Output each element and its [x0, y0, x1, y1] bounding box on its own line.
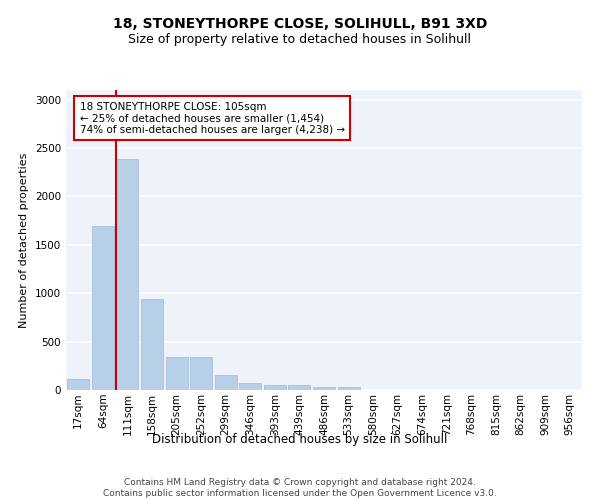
Text: Distribution of detached houses by size in Solihull: Distribution of detached houses by size …: [152, 432, 448, 446]
Bar: [313, 387, 335, 390]
Bar: [264, 384, 286, 390]
Bar: [190, 356, 212, 390]
Bar: [92, 226, 114, 390]
Bar: [338, 387, 359, 390]
Bar: [239, 382, 262, 390]
Text: Size of property relative to detached houses in Solihull: Size of property relative to detached ho…: [128, 32, 472, 46]
Text: 18, STONEYTHORPE CLOSE, SOLIHULL, B91 3XD: 18, STONEYTHORPE CLOSE, SOLIHULL, B91 3X…: [113, 18, 487, 32]
Text: 18 STONEYTHORPE CLOSE: 105sqm
← 25% of detached houses are smaller (1,454)
74% o: 18 STONEYTHORPE CLOSE: 105sqm ← 25% of d…: [80, 102, 344, 135]
Y-axis label: Number of detached properties: Number of detached properties: [19, 152, 29, 328]
Bar: [289, 384, 310, 390]
Bar: [67, 380, 89, 390]
Bar: [215, 376, 237, 390]
Bar: [116, 158, 139, 390]
Bar: [141, 299, 163, 390]
Text: Contains HM Land Registry data © Crown copyright and database right 2024.
Contai: Contains HM Land Registry data © Crown c…: [103, 478, 497, 498]
Bar: [166, 356, 188, 390]
